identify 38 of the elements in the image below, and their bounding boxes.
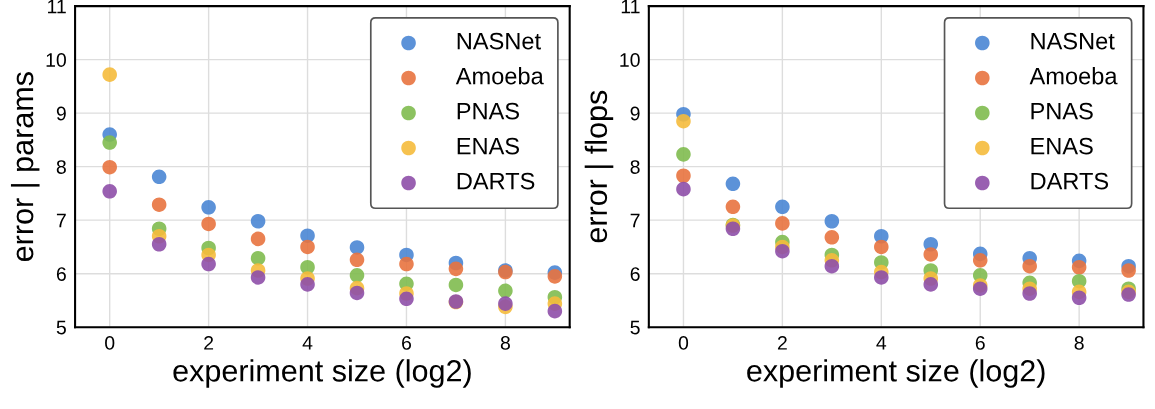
- y-tick-label: 5: [630, 320, 640, 335]
- y-tick-label: 6: [630, 267, 640, 281]
- legend-label: Amoeba: [1029, 67, 1118, 85]
- legend-label: ENAS: [457, 137, 519, 155]
- x-tick-label: 4: [876, 336, 887, 350]
- legend-label: PNAS: [1031, 102, 1093, 120]
- x-tick-label: 6: [402, 336, 412, 350]
- y-tick-label: 10: [620, 53, 640, 67]
- y-tick-label: 11: [48, 0, 66, 14]
- legend-label: DARTS: [1031, 172, 1109, 190]
- y-tick-label: 8: [56, 160, 66, 174]
- x-tick-label: 2: [777, 336, 787, 350]
- y-tick-label: 7: [630, 213, 640, 228]
- legend-label: NASNet: [457, 32, 541, 50]
- y-tick-label: 10: [46, 53, 66, 67]
- y-tick-label: 6: [56, 267, 66, 281]
- y-tick-label: 7: [56, 213, 66, 228]
- y-tick-label: 9: [630, 106, 640, 121]
- x-axis-title: experiment size (log2): [173, 359, 471, 388]
- x-tick-label: 6: [975, 336, 985, 350]
- x-tick-label: 8: [1074, 336, 1084, 350]
- legend-label: Amoeba: [455, 67, 544, 85]
- y-axis-title: error | params: [10, 72, 40, 262]
- y-axis-title: error | flops: [584, 90, 614, 243]
- y-tick-label: 5: [56, 320, 66, 335]
- y-tick-label: 9: [56, 106, 66, 121]
- x-tick-label: 2: [204, 336, 214, 350]
- x-tick-label: 0: [105, 336, 115, 350]
- y-tick-label: 11: [621, 0, 640, 14]
- x-axis-title: experiment size (log2): [747, 359, 1045, 388]
- y-tick-label: 8: [630, 160, 640, 174]
- legend-label: DARTS: [457, 172, 535, 190]
- x-tick-label: 0: [678, 336, 689, 350]
- legend-label: PNAS: [457, 102, 519, 120]
- legend-label: NASNet: [1031, 32, 1115, 50]
- x-tick-label: 8: [500, 336, 510, 350]
- x-tick-label: 4: [302, 336, 313, 350]
- legend-label: ENAS: [1031, 137, 1093, 155]
